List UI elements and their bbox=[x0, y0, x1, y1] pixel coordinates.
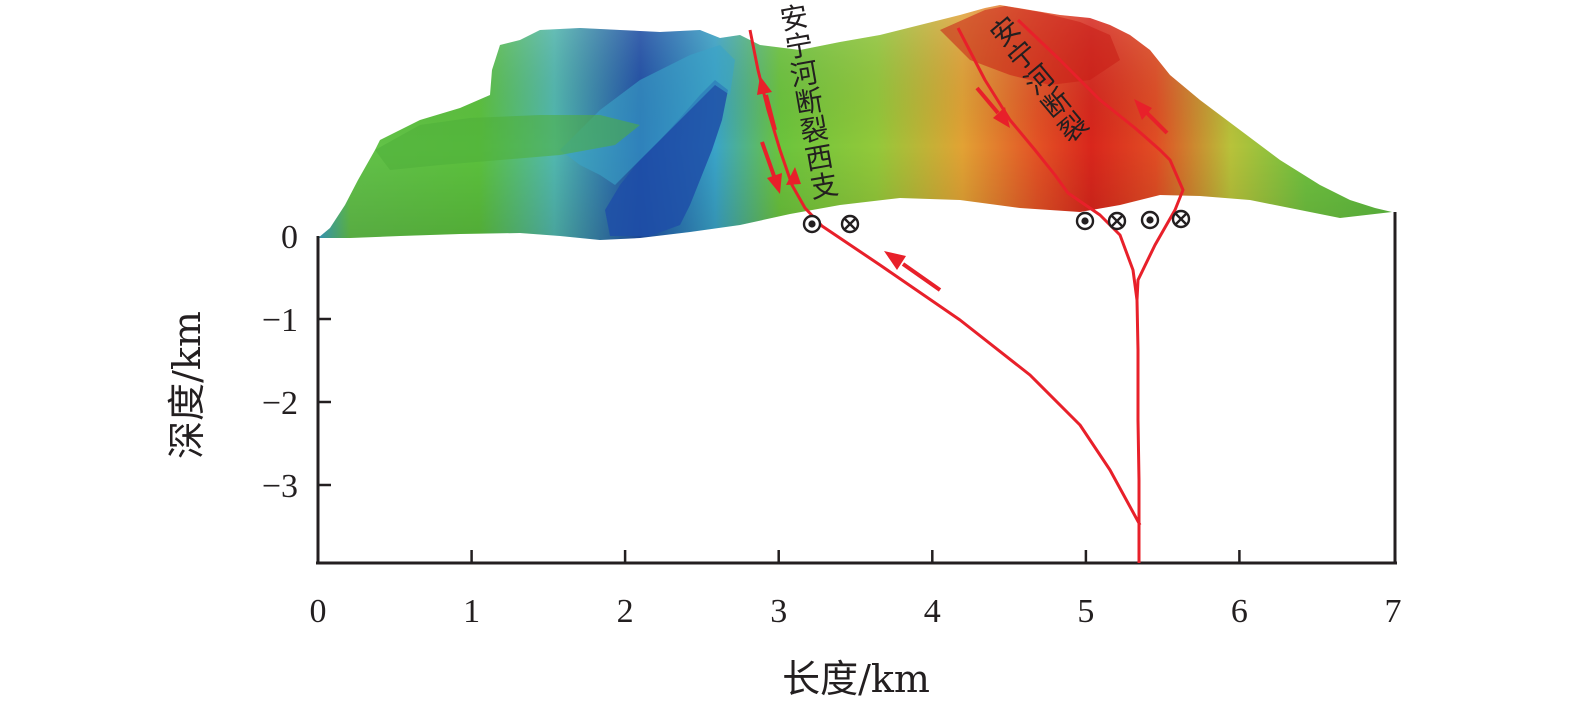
west-branch-char: 断 bbox=[792, 84, 825, 121]
x-tick-label: 2 bbox=[617, 593, 634, 630]
x-ticks bbox=[470, 550, 1241, 563]
plateau-front bbox=[375, 115, 640, 170]
y-ticks bbox=[318, 317, 331, 487]
x-tick-label: 1 bbox=[463, 593, 480, 630]
x-tick-label: 6 bbox=[1231, 593, 1248, 630]
main-fault-east-strand bbox=[1016, 18, 1185, 301]
arrow-up-icon bbox=[1134, 99, 1169, 135]
west-branch-char: 宁 bbox=[782, 28, 815, 65]
x-tick-label: 0 bbox=[310, 593, 327, 630]
out-of-page-icon bbox=[802, 214, 822, 234]
west-branch-char: 河 bbox=[787, 56, 820, 93]
y-tick-label: −1 bbox=[262, 302, 298, 339]
axes-frame bbox=[316, 212, 1397, 565]
into-page-icon bbox=[1171, 209, 1191, 229]
main-fault-trunk bbox=[1135, 299, 1141, 563]
valley-mid bbox=[560, 45, 735, 185]
x-axis-title: 长度/km bbox=[782, 657, 930, 701]
x-tick-labels: 0 1 2 3 4 5 6 7 bbox=[310, 593, 1402, 630]
y-tick-label: −3 bbox=[262, 468, 298, 505]
y-tick-label: 0 bbox=[281, 219, 298, 256]
west-branch-char: 裂 bbox=[797, 112, 830, 149]
west-branch-char: 支 bbox=[807, 168, 840, 205]
west-branch-char: 安 bbox=[777, 0, 810, 37]
strike-slip-symbols bbox=[802, 209, 1191, 234]
arrow-up-icon bbox=[757, 76, 777, 131]
peak-highlight bbox=[940, 6, 1120, 85]
west-branch-label: 安 宁 河 断 裂 西 支 bbox=[777, 0, 840, 205]
y-axis-title: 深度/km bbox=[165, 311, 209, 459]
into-page-icon bbox=[1107, 211, 1127, 231]
x-tick-label: 7 bbox=[1385, 593, 1402, 630]
x-tick-label: 4 bbox=[924, 593, 941, 630]
out-of-page-icon bbox=[1140, 210, 1160, 230]
arrow-down-icon bbox=[760, 141, 782, 194]
y-tick-labels: 0 −1 −2 −3 bbox=[262, 219, 298, 505]
terrain-shading bbox=[318, 5, 1392, 240]
out-of-page-icon bbox=[1075, 211, 1095, 231]
terrain-surface bbox=[318, 5, 1392, 240]
main-fault-west-strand bbox=[956, 27, 1139, 301]
y-tick-label: −2 bbox=[262, 385, 298, 422]
motion-arrows bbox=[757, 76, 1169, 292]
arrow-up-icon bbox=[884, 251, 942, 292]
arrow-up-small-icon bbox=[786, 167, 801, 185]
into-page-icon bbox=[840, 214, 860, 234]
x-tick-label: 5 bbox=[1077, 593, 1094, 630]
x-tick-label: 3 bbox=[770, 593, 787, 630]
valley-deep bbox=[605, 80, 728, 236]
west-branch-char: 西 bbox=[802, 140, 835, 177]
arrow-down-icon bbox=[975, 86, 1010, 128]
